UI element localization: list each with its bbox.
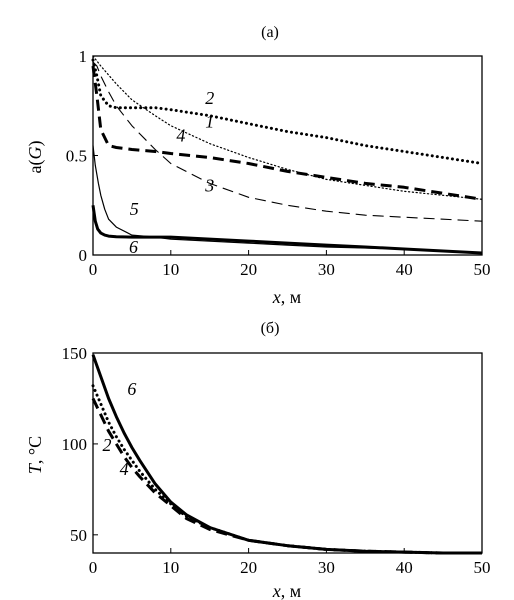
y-tick-label: 150 bbox=[62, 344, 88, 363]
series-line-1 bbox=[92, 55, 483, 200]
series-group-b bbox=[91, 354, 484, 555]
x-tick-label: 30 bbox=[318, 558, 335, 577]
chart-panel-a: (а) 0 10 20 30 40 50 0 0.5 1 1 2 3 4 5 6 x, м a(G) bbox=[25, 24, 491, 307]
plot-frame-b bbox=[92, 352, 483, 554]
y-axis-label-a: a(G) bbox=[25, 141, 46, 174]
panel-a-title: (а) bbox=[261, 24, 279, 41]
curve-label-5: 5 bbox=[130, 199, 139, 219]
x-tick-label: 50 bbox=[474, 558, 491, 577]
y-axis-label-b: T, °C bbox=[25, 436, 45, 474]
x-tick-label: 0 bbox=[89, 558, 98, 577]
x-tick-label: 20 bbox=[240, 558, 257, 577]
series-line-2 bbox=[91, 384, 484, 555]
curve-label-6: 6 bbox=[127, 379, 136, 399]
curve-label-3: 3 bbox=[204, 175, 214, 195]
x-axis-label-b: x, м bbox=[272, 581, 301, 600]
curve-labels-a: 1 2 3 4 5 6 bbox=[129, 88, 214, 257]
series-line-4 bbox=[91, 397, 482, 555]
plot-frame-a bbox=[92, 55, 483, 256]
curve-label-4: 4 bbox=[176, 126, 185, 146]
x-tick-label: 10 bbox=[162, 558, 179, 577]
x-tick-label: 30 bbox=[318, 260, 335, 279]
curve-label-2: 2 bbox=[205, 88, 214, 108]
y-tick-label: 0.5 bbox=[66, 147, 87, 166]
series-line-4 bbox=[91, 65, 483, 201]
series-line-6 bbox=[91, 205, 483, 255]
x-tick-label: 20 bbox=[240, 260, 257, 279]
x-tick-label: 50 bbox=[474, 260, 491, 279]
x-axis-label-a: x, м bbox=[272, 287, 301, 307]
series-line-2 bbox=[91, 58, 484, 165]
curve-labels-b: 6 24 bbox=[103, 379, 137, 479]
y-tick-label: 0 bbox=[79, 246, 88, 265]
series-line-3 bbox=[92, 61, 483, 222]
series-line-6 bbox=[91, 354, 482, 555]
y-tick-label: 50 bbox=[70, 526, 87, 545]
ticks-b: 0 10 20 30 40 50 50 100 150 bbox=[62, 344, 491, 577]
curve-label-4: 4 bbox=[120, 459, 129, 479]
chart-panel-b: (б) 0 10 20 30 40 50 50 100 150 6 24 x, м T, °C bbox=[25, 320, 491, 600]
series-group-a bbox=[91, 55, 484, 255]
x-tick-label: 40 bbox=[396, 558, 413, 577]
curve-label-2: 2 bbox=[103, 435, 112, 455]
y-tick-label: 100 bbox=[62, 435, 88, 454]
curve-label-6: 6 bbox=[129, 237, 138, 257]
x-tick-label: 0 bbox=[89, 260, 98, 279]
x-tick-label: 40 bbox=[396, 260, 413, 279]
curve-label-1: 1 bbox=[205, 112, 214, 132]
x-tick-label: 10 bbox=[162, 260, 179, 279]
panel-b-title: (б) bbox=[261, 320, 280, 337]
y-tick-label: 1 bbox=[79, 47, 88, 66]
